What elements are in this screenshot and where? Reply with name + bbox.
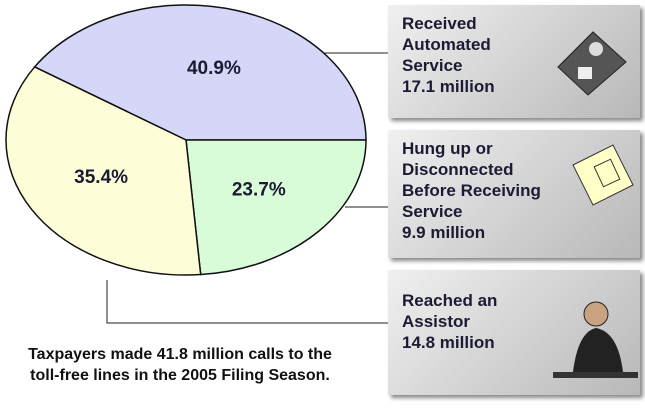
callout-count: 14.8 million: [402, 333, 495, 352]
slice-label: 35.4%: [74, 167, 128, 188]
callout-text: Reached an Assistor 14.8 million: [402, 290, 542, 353]
caption: Taxpayers made 41.8 million calls to the…: [28, 346, 332, 384]
assistor-icon: [553, 301, 638, 378]
pie: 40.9% 23.7% 35.4%: [5, 4, 367, 276]
pie-slice: [5, 66, 202, 276]
callout-text: Received Automated Service 17.1 million: [402, 13, 542, 97]
callout-box: Received Automated Service 17.1 million: [388, 5, 640, 118]
slice-label: 23.7%: [232, 179, 286, 200]
disk-icon: [557, 31, 627, 96]
callout-count: 9.9 million: [402, 223, 486, 242]
callout-label: Received Automated Service: [402, 14, 491, 75]
connector: [106, 280, 388, 324]
callout-box: Hung up or Disconnected Before Receiving…: [388, 130, 640, 258]
pie-slice: [185, 139, 367, 276]
callout-text: Hung up or Disconnected Before Receiving…: [402, 138, 637, 243]
callout-label: Reached an Assistor: [402, 291, 498, 331]
callout-box: Reached an Assistor 14.8 million: [388, 270, 640, 395]
callout-label: Hung up or Disconnected Before Receiving…: [402, 139, 541, 221]
callout-count: 17.1 million: [402, 77, 495, 96]
slice-label: 40.9%: [187, 58, 241, 79]
phone-icon: [572, 144, 634, 206]
